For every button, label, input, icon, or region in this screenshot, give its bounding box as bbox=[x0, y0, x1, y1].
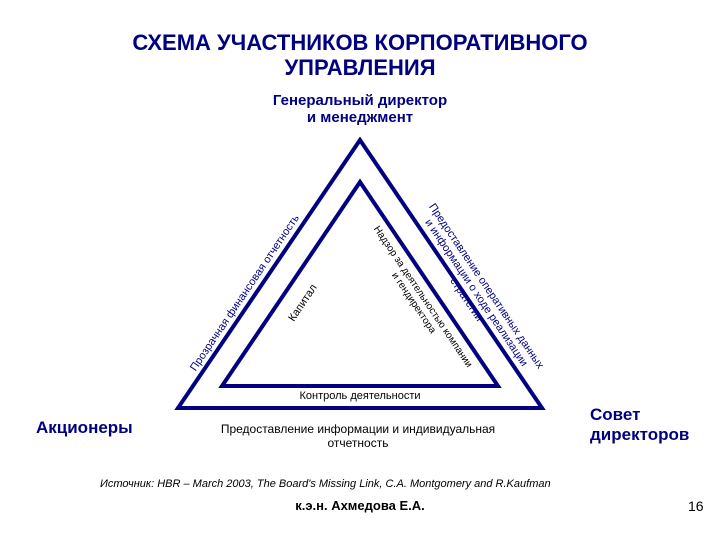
edge-inner-bottom: Контроль деятельности bbox=[260, 390, 460, 403]
title-line2: УПРАВЛЕНИЯ bbox=[284, 55, 435, 80]
vertex-left: Акционеры bbox=[36, 418, 133, 438]
vertex-top-line1: Генеральный директор bbox=[273, 92, 447, 109]
slide-title: СХЕМА УЧАСТНИКОВ КОРПОРАТИВНОГО УПРАВЛЕН… bbox=[0, 30, 720, 81]
vertex-top-line2: и менеджмент bbox=[307, 109, 413, 126]
source-note: Источник: HBR – March 2003, The Board's … bbox=[100, 478, 551, 490]
triangle-diagram bbox=[0, 0, 720, 540]
edge-outer-bottom-l1: Предоставление информации и индивидуальн… bbox=[221, 422, 495, 436]
edge-outer-bottom-l2: отчетность bbox=[328, 436, 389, 450]
vertex-top: Генеральный директор и менеджмент bbox=[220, 92, 500, 127]
speaker-name: к.э.н. Ахмедова Е.А. bbox=[0, 498, 720, 513]
edge-outer-left: Прозрачная финансовая отчетность bbox=[188, 213, 302, 374]
vertex-right-line2: директоров bbox=[590, 425, 689, 444]
page-number: 16 bbox=[688, 498, 704, 514]
edge-inner-left: Капитал bbox=[286, 282, 319, 324]
edge-outer-right-l2: и информации о ходе реализации bbox=[416, 208, 536, 378]
title-line1: СХЕМА УЧАСТНИКОВ КОРПОРАТИВНОГО bbox=[132, 30, 587, 55]
vertex-right-line1: Совет bbox=[590, 405, 640, 424]
edge-outer-bottom: Предоставление информации и индивидуальн… bbox=[198, 422, 518, 451]
vertex-right: Совет директоров bbox=[590, 405, 689, 444]
outer-triangle bbox=[178, 140, 542, 408]
